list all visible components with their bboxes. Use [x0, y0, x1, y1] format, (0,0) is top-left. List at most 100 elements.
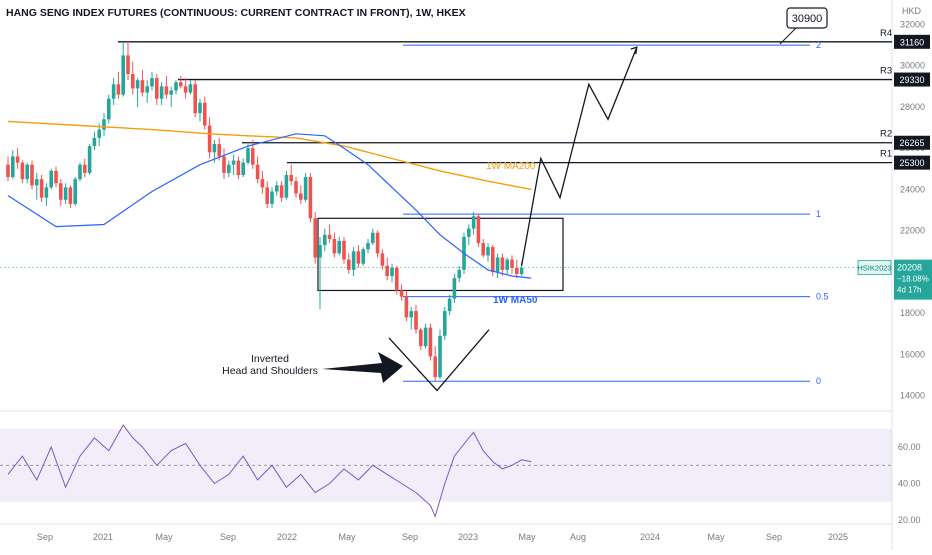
time-tick-label: May: [518, 532, 536, 542]
candle-body: [251, 148, 255, 165]
candle-body: [467, 228, 471, 237]
candle-body: [145, 86, 149, 93]
resistance-price-value: 29330: [899, 75, 924, 85]
candle-body: [236, 160, 241, 176]
candle-body: [299, 193, 303, 200]
candle-body: [500, 257, 505, 270]
price-tick-label: 24000: [900, 184, 925, 194]
candle-body: [313, 218, 317, 258]
candle-body: [265, 187, 269, 204]
consolidation-box: [317, 217, 564, 292]
candle-body: [452, 278, 457, 299]
candle-body: [212, 144, 217, 153]
candle-body: [169, 90, 173, 95]
candle-body: [318, 245, 322, 258]
candle-body: [323, 234, 327, 246]
time-tick-label: 2022: [277, 532, 297, 542]
resistance-name: R1: [880, 149, 892, 160]
candle-body: [164, 86, 169, 95]
pattern-arrow: [322, 352, 403, 383]
candle-body: [356, 251, 361, 264]
resistance-price-value: 31160: [900, 37, 924, 47]
resistance-price-tag: 31160: [894, 34, 930, 49]
time-tick-label: Sep: [402, 532, 418, 542]
pattern-label: Head and Shoulders: [222, 365, 318, 377]
candle-body: [390, 267, 394, 277]
candle-body: [505, 259, 509, 270]
candle-body: [207, 125, 212, 153]
candle-body: [428, 327, 433, 357]
resistance-price-value: 25300: [899, 158, 924, 168]
candle-body: [294, 181, 298, 194]
candle-body: [438, 335, 442, 378]
candle-body: [327, 234, 332, 239]
candle-body: [471, 216, 476, 229]
time-tick-label: Aug: [570, 532, 586, 542]
candle-body: [380, 253, 385, 266]
candle-body: [203, 102, 207, 126]
resistance-name: R4: [880, 28, 892, 39]
candle-body: [135, 80, 140, 89]
candle-body: [49, 170, 53, 188]
candle-body: [303, 177, 308, 200]
time-tick-label: Sep: [220, 532, 236, 542]
time-tick-label: May: [338, 532, 356, 542]
candle-body: [351, 251, 356, 270]
resistance-price-tag-bg: [894, 34, 930, 49]
current-price-countdown: 4d 17h: [897, 286, 921, 295]
candle-body: [495, 257, 500, 272]
fib-level-label: 0.5: [816, 292, 829, 302]
symbol-tag-bg: [857, 260, 892, 276]
price-tick-label: 28000: [900, 102, 925, 112]
candle-body: [347, 259, 351, 270]
candle-body: [111, 84, 116, 99]
candle-body: [284, 175, 289, 198]
candle-body: [68, 187, 73, 204]
fib-level-label: 0: [816, 376, 821, 386]
rsi-tick-label: 20.00: [898, 515, 921, 525]
resistance-price-tag-bg: [894, 72, 930, 87]
time-tick-label: May: [155, 532, 173, 542]
candle-body: [155, 78, 159, 99]
fib-level-label: 2: [816, 40, 821, 50]
candle-body: [419, 329, 423, 347]
candle-body: [519, 267, 524, 274]
price-tick-label: 14000: [900, 391, 925, 401]
candle-body: [399, 290, 404, 297]
candle-body: [255, 164, 260, 180]
target-callout-box: [786, 7, 828, 29]
resistance-price-tag-bg: [894, 155, 930, 170]
pattern-v-line: [388, 329, 490, 392]
time-tick-label: 2024: [640, 532, 660, 542]
candle-body: [342, 240, 346, 260]
candle-body: [515, 267, 519, 274]
projection-arrowhead: [630, 46, 638, 55]
candle-body: [476, 216, 481, 244]
target-callout-value: 30900: [792, 13, 823, 25]
candle-body: [491, 247, 495, 272]
candle-body: [174, 82, 178, 91]
candle-body: [73, 179, 77, 204]
candle-body: [78, 164, 82, 180]
candle-body: [35, 179, 39, 186]
candle-body: [395, 267, 399, 291]
pattern-label: Inverted: [251, 353, 289, 365]
ma200-line: [7, 120, 532, 191]
candle-body: [63, 187, 68, 200]
candle-body: [44, 187, 49, 198]
candle-body: [433, 356, 437, 378]
time-tick-label: 2025: [828, 532, 848, 542]
candle-body: [179, 82, 183, 87]
price-tick-label: 22000: [900, 226, 925, 236]
resistance-price-tag: 29330: [894, 72, 930, 87]
candle-body: [231, 160, 236, 165]
fib-level-label: 1: [816, 209, 821, 219]
time-tick-label: Sep: [766, 532, 782, 542]
candle-body: [510, 259, 514, 268]
candle-body: [270, 191, 274, 204]
candle-body: [198, 102, 202, 114]
candle-body: [385, 265, 389, 277]
current-price-value: 20208: [897, 263, 922, 273]
chart-title: HANG SENG INDEX FUTURES (CONTINUOUS: CUR…: [6, 7, 466, 19]
